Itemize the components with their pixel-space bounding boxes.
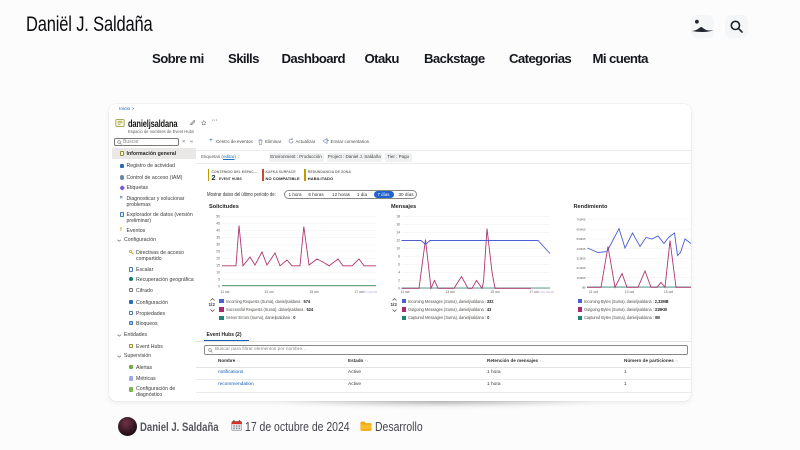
svg-text:50: 50 <box>216 215 220 219</box>
svg-text:10: 10 <box>216 271 220 275</box>
svg-text:2: 2 <box>398 279 400 283</box>
svg-text:25: 25 <box>216 250 220 254</box>
svg-text:15 oct: 15 oct <box>309 290 318 294</box>
svg-text:11 oct: 11 oct <box>401 290 410 294</box>
svg-text:320KB: 320KB <box>576 257 585 261</box>
svg-text:11 oct: 11 oct <box>221 290 230 294</box>
svg-text:15: 15 <box>216 264 220 268</box>
svg-text:760KB: 760KB <box>576 218 585 222</box>
svg-text:14: 14 <box>396 231 400 235</box>
svg-text:40: 40 <box>216 229 220 233</box>
svg-text:UTC+02:00: UTC+02:00 <box>362 290 378 294</box>
svg-text:430KB: 430KB <box>576 247 585 251</box>
svg-text:8: 8 <box>398 255 400 259</box>
svg-text:13 oct: 13 oct <box>264 290 273 294</box>
svg-text:0: 0 <box>218 285 220 289</box>
svg-text:17 oct: 17 oct <box>354 290 363 294</box>
svg-text:4: 4 <box>398 271 400 275</box>
svg-text:11 oct: 11 oct <box>589 290 598 294</box>
svg-text:12: 12 <box>396 239 400 243</box>
svg-text:16: 16 <box>396 223 400 227</box>
svg-text:5: 5 <box>218 278 220 282</box>
svg-text:100KB: 100KB <box>576 276 585 280</box>
svg-text:15 oct: 15 oct <box>490 290 499 294</box>
svg-text:18: 18 <box>396 215 400 219</box>
svg-text:10: 10 <box>396 247 400 251</box>
svg-text:210KB: 210KB <box>576 266 585 270</box>
svg-text:540KB: 540KB <box>576 237 585 241</box>
svg-text:45: 45 <box>216 222 220 226</box>
svg-text:15 oct: 15 oct <box>664 290 673 294</box>
svg-text:20: 20 <box>216 257 220 261</box>
svg-text:17 oct: 17 oct <box>529 290 538 294</box>
svg-text:35: 35 <box>216 236 220 240</box>
svg-text:13 oct: 13 oct <box>625 290 634 294</box>
svg-text:6: 6 <box>398 263 400 267</box>
svg-text:0: 0 <box>398 287 400 291</box>
svg-text:650KB: 650KB <box>576 227 585 231</box>
svg-text:0B: 0B <box>582 286 586 290</box>
svg-text:30: 30 <box>216 243 220 247</box>
svg-text:13 oct: 13 oct <box>445 290 454 294</box>
svg-text:UTC+02:00: UTC+02:00 <box>540 290 555 294</box>
